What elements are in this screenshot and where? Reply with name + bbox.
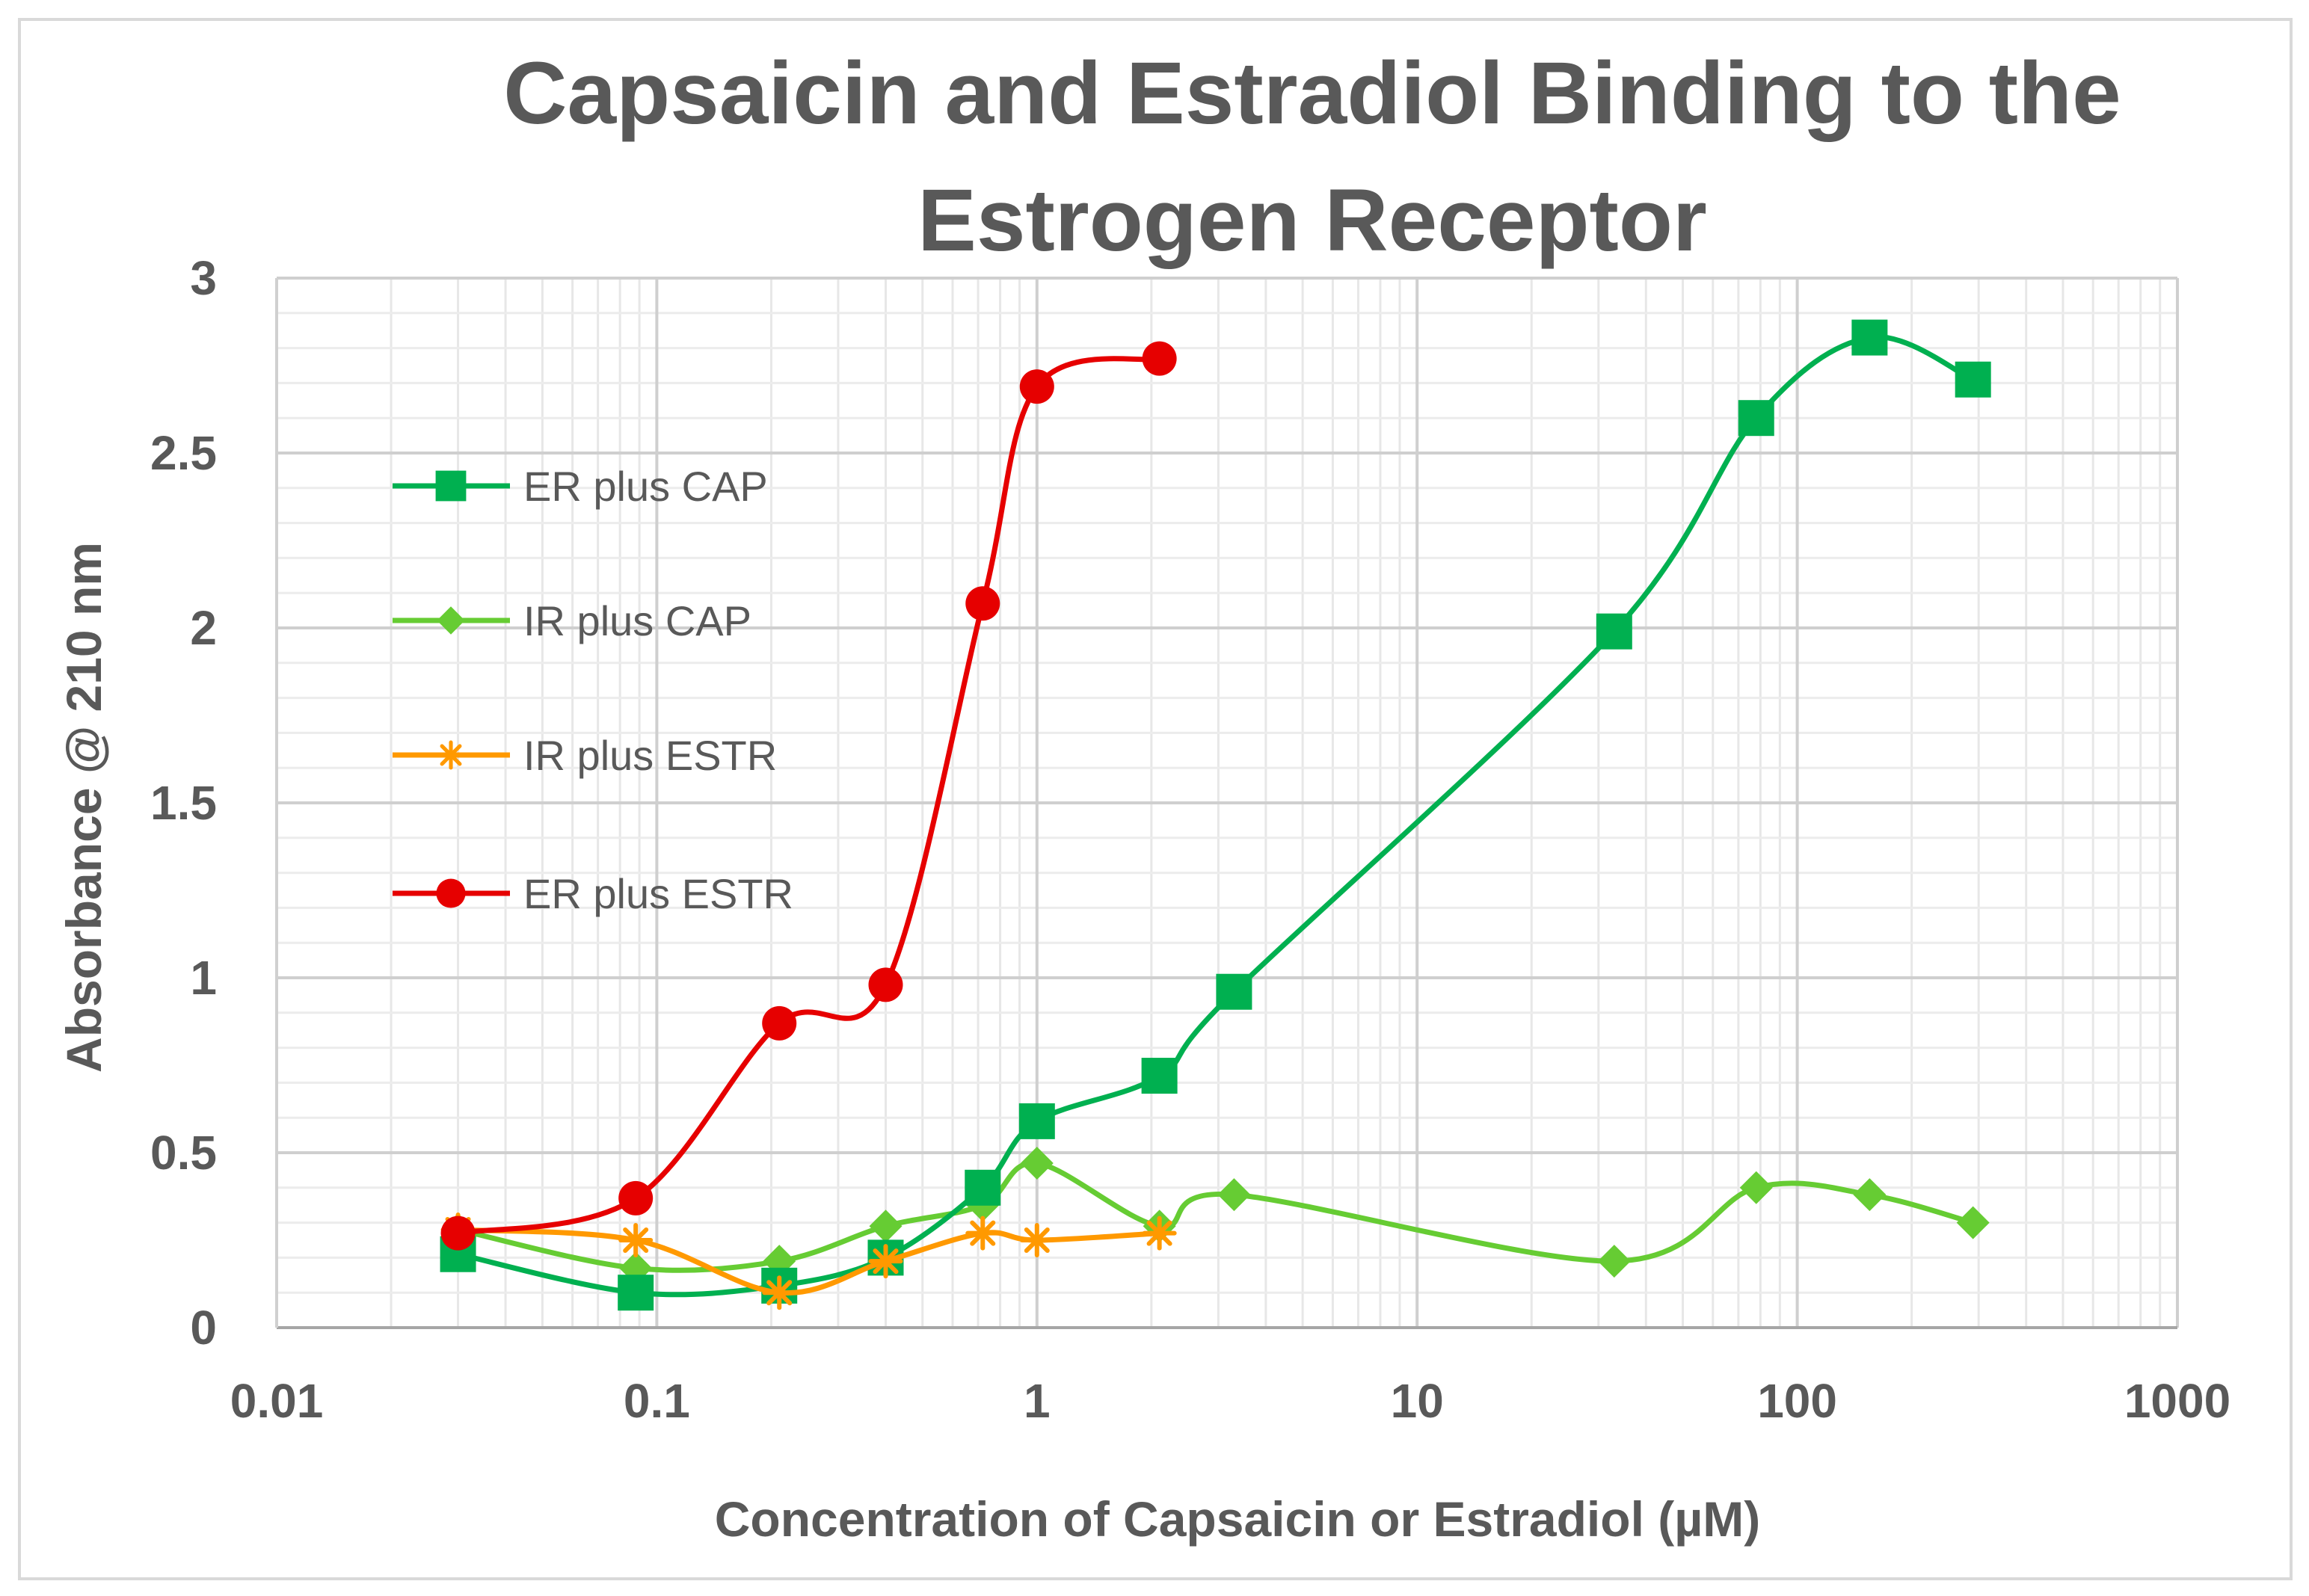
legend-marker-ir-plus-cap — [437, 606, 465, 635]
data-point-er-plus-cap — [965, 1169, 1001, 1206]
data-point-er-plus-estr — [618, 1180, 654, 1216]
data-point-ir-plus-cap — [869, 1210, 903, 1243]
data-point-ir-plus-cap — [1597, 1245, 1631, 1278]
data-point-er-plus-cap — [618, 1275, 654, 1311]
x-tick-label: 1000 — [2124, 1374, 2230, 1428]
data-point-er-plus-estr — [762, 1005, 797, 1041]
data-point-er-plus-cap — [1141, 1058, 1178, 1094]
legend-marker-ir-plus-estr — [436, 740, 466, 770]
y-tick-label: 0.5 — [150, 1126, 217, 1180]
legend-label-er-plus-estr: ER plus ESTR — [523, 870, 793, 917]
y-tick-label: 2 — [190, 601, 217, 655]
y-tick-label: 1.5 — [150, 776, 217, 830]
data-point-er-plus-cap — [1216, 973, 1252, 1010]
chart-title-line-2: Estrogen Receptor — [917, 171, 1707, 270]
data-point-er-plus-cap — [1018, 1103, 1055, 1139]
y-axis-tick-labels: 0 0.5 1 1.5 2 2.5 3 — [150, 251, 217, 1355]
data-point-ir-plus-estr — [1142, 1216, 1177, 1251]
y-tick-label: 3 — [190, 251, 217, 305]
data-point-er-plus-cap — [1738, 400, 1774, 437]
y-axis-label: Absorbance @ 210 nm — [56, 542, 111, 1073]
data-point-ir-plus-estr — [965, 1216, 1000, 1251]
y-tick-label: 2.5 — [150, 426, 217, 480]
asterisk-stroke — [873, 1248, 899, 1275]
data-point-er-plus-cap — [1596, 613, 1632, 650]
legend-marker-er-plus-estr — [436, 878, 466, 908]
legend-item-ir-plus-estr: IR plus ESTR — [393, 732, 777, 779]
asterisk-stroke — [1146, 1220, 1172, 1246]
data-point-ir-plus-estr — [868, 1244, 903, 1279]
asterisk-stroke — [623, 1227, 649, 1253]
data-point-er-plus-cap — [1955, 361, 1991, 398]
x-axis-label: Concentration of Capsaicin or Estradiol … — [715, 1491, 1760, 1547]
legend-item-ir-plus-cap: IR plus CAP — [393, 597, 751, 644]
x-tick-label: 0.01 — [230, 1374, 324, 1428]
data-point-er-plus-estr — [440, 1216, 476, 1251]
data-point-er-plus-estr — [965, 586, 1000, 621]
asterisk-stroke — [440, 744, 462, 766]
y-tick-label: 0 — [190, 1301, 217, 1355]
data-point-ir-plus-cap — [1853, 1178, 1887, 1212]
x-tick-label: 1 — [1024, 1374, 1051, 1428]
data-point-ir-plus-cap — [1956, 1206, 1990, 1239]
asterisk-stroke — [766, 1280, 793, 1306]
data-point-ir-plus-cap — [1217, 1178, 1251, 1212]
legend-label-ir-plus-estr: IR plus ESTR — [523, 732, 777, 779]
legend-item-er-plus-cap: ER plus CAP — [393, 463, 768, 510]
legend-item-er-plus-estr: ER plus ESTR — [393, 870, 793, 917]
plot-series — [440, 319, 1991, 1311]
x-axis-tick-labels: 0.01 0.1 1 10 100 1000 — [230, 1374, 2230, 1428]
y-tick-label: 1 — [190, 951, 217, 1005]
legend-label-er-plus-cap: ER plus CAP — [523, 463, 768, 510]
axes — [275, 278, 2177, 1329]
data-point-ir-plus-estr — [1019, 1223, 1054, 1257]
data-point-er-plus-estr — [1142, 341, 1177, 376]
x-tick-label: 100 — [1757, 1374, 1837, 1428]
legend-label-ir-plus-cap: IR plus CAP — [523, 597, 751, 644]
x-tick-label: 10 — [1391, 1374, 1444, 1428]
chart-title-line-1: Capsaicin and Estradiol Binding to the — [503, 44, 2121, 143]
asterisk-stroke — [970, 1220, 996, 1246]
data-point-ir-plus-cap — [1020, 1147, 1054, 1180]
series-er-plus-estr — [440, 341, 1177, 1251]
asterisk-stroke — [1024, 1227, 1050, 1253]
data-point-ir-plus-estr — [618, 1223, 654, 1257]
data-point-er-plus-cap — [1851, 319, 1888, 356]
data-point-er-plus-estr — [868, 967, 903, 1002]
x-tick-label: 0.1 — [624, 1374, 690, 1428]
data-point-ir-plus-cap — [1739, 1171, 1773, 1204]
data-point-er-plus-estr — [1019, 369, 1054, 404]
legend: ER plus CAP IR plus CAP IR plus ESTR ER plu… — [393, 463, 793, 917]
legend-marker-er-plus-cap — [435, 470, 467, 502]
data-point-ir-plus-estr — [762, 1275, 797, 1310]
